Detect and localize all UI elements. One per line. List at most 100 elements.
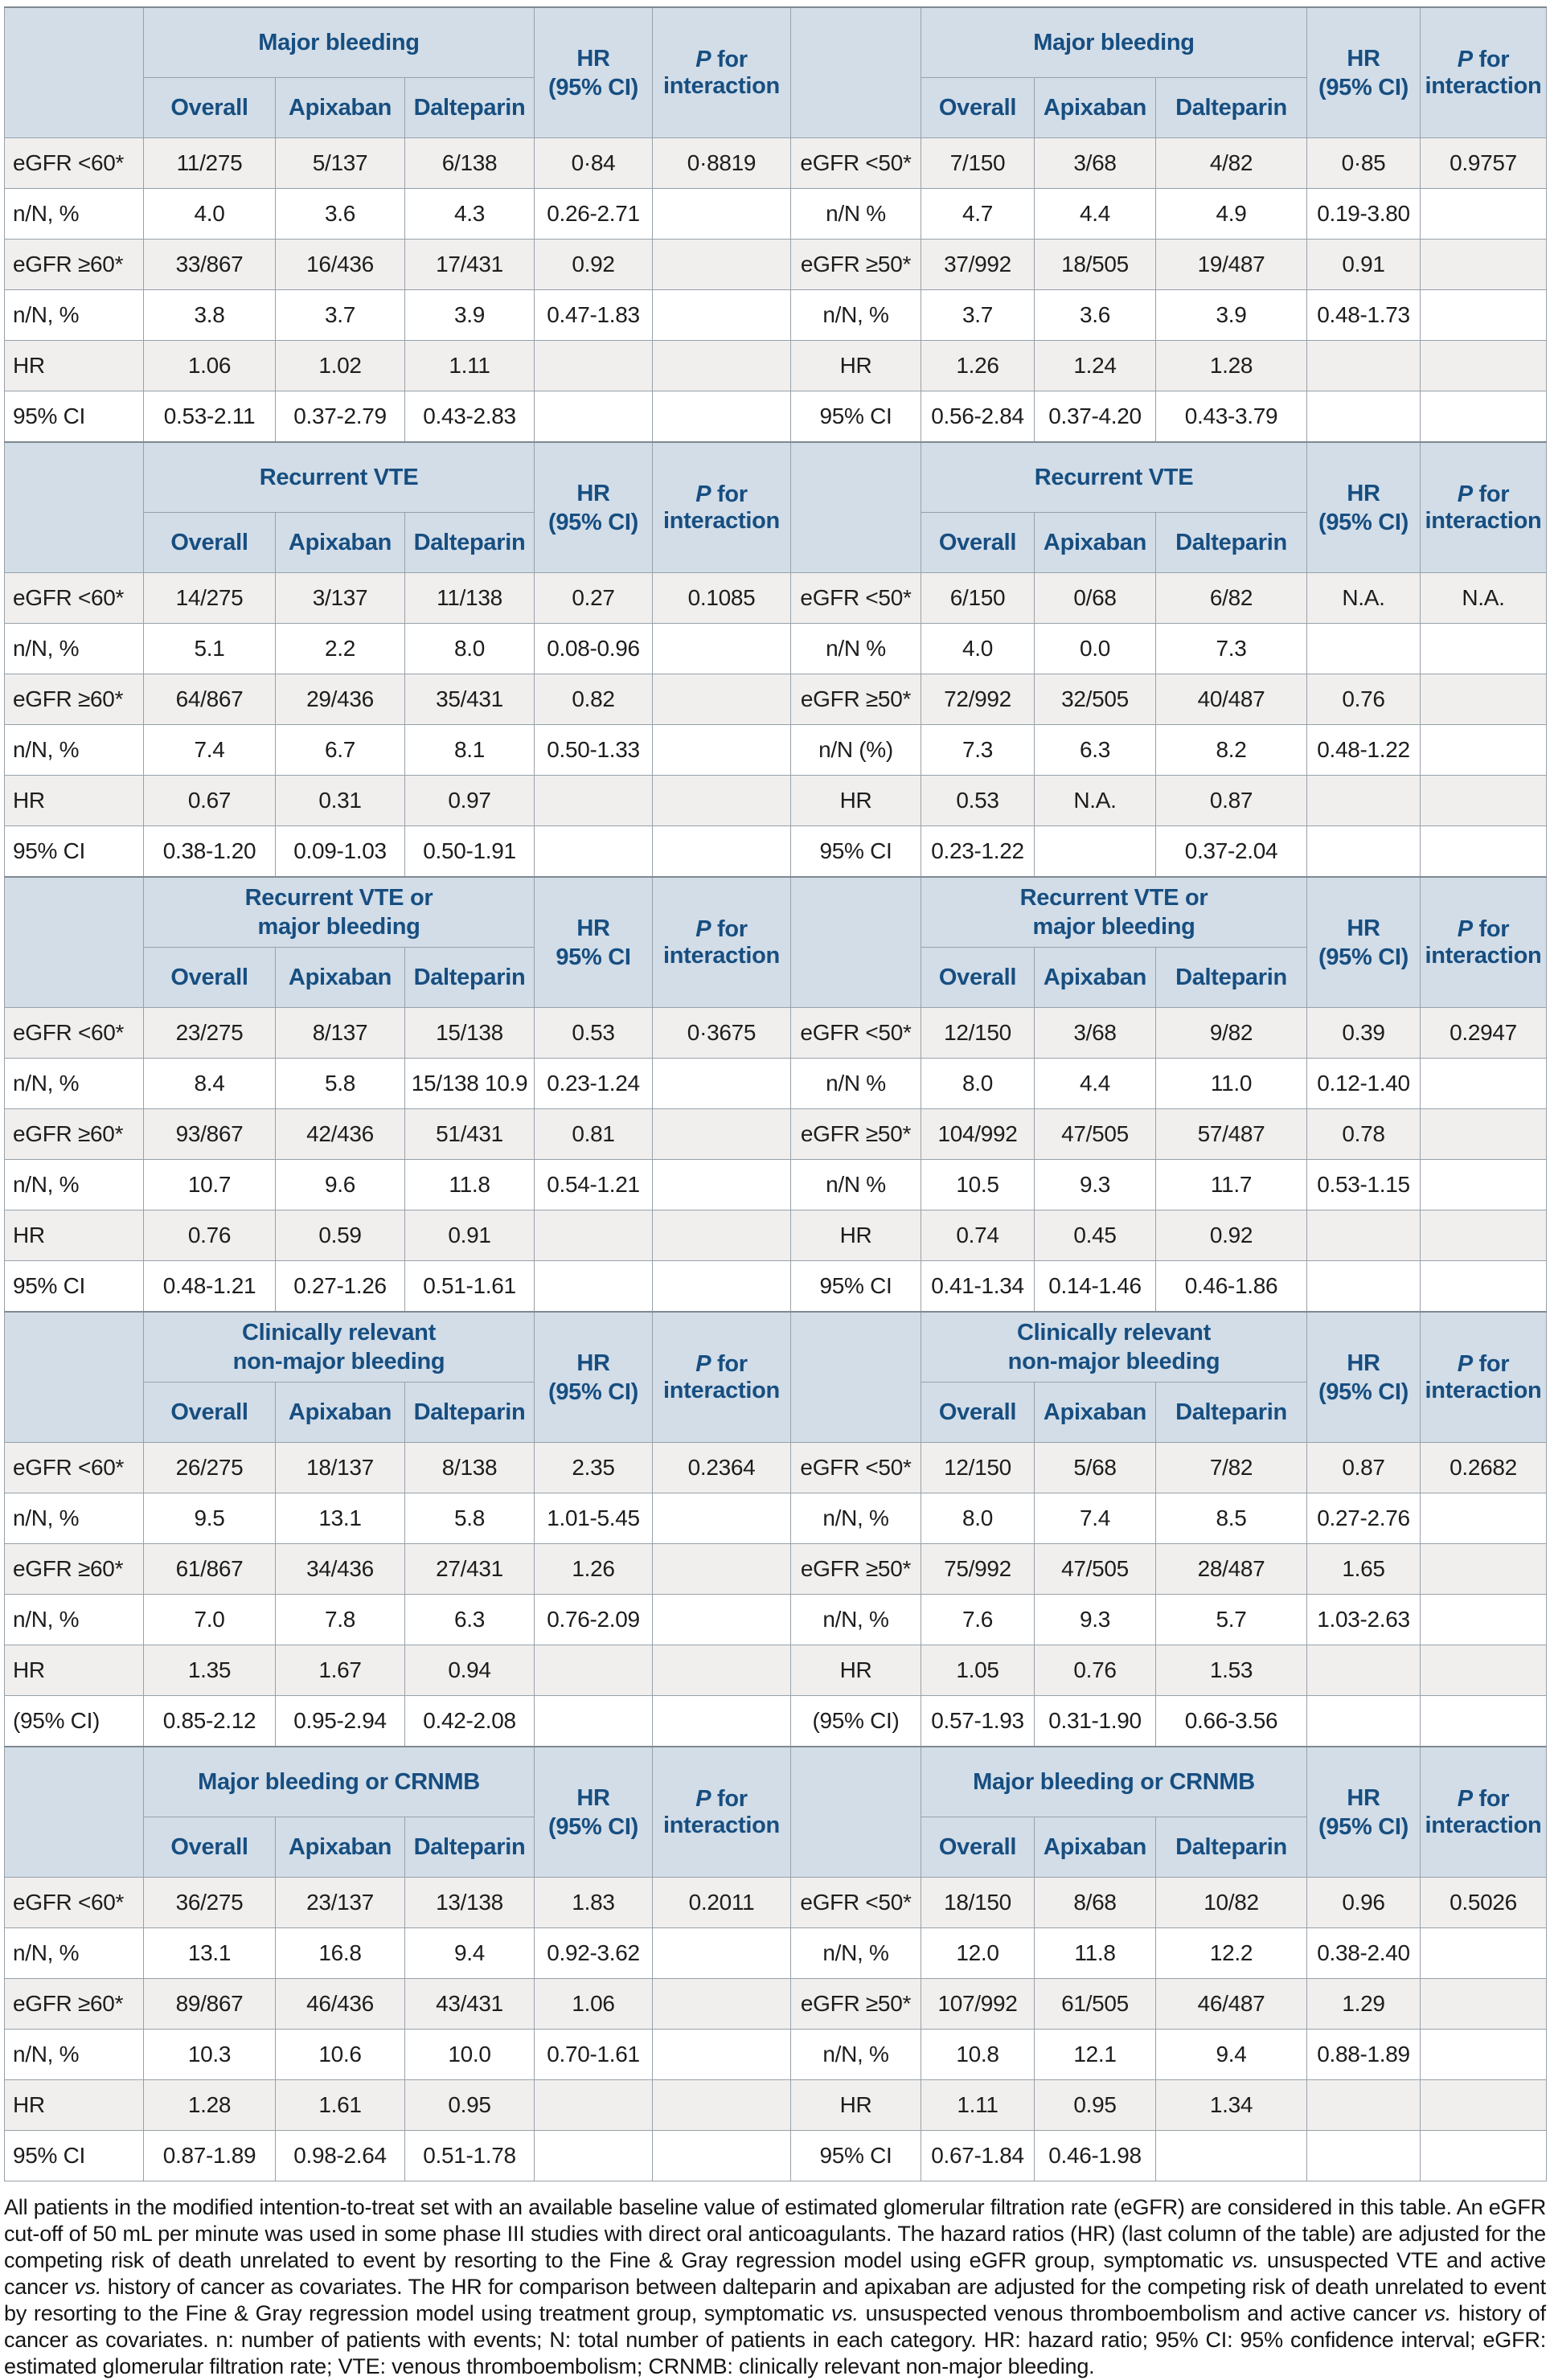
cell-dalteparin: 0.94 (404, 1645, 535, 1696)
cell-hr: 0.08-0.96 (534, 623, 653, 674)
cell-p (1420, 825, 1547, 878)
row-label: eGFR ≥60* (4, 239, 144, 290)
hr-ci-header: HR (95% CI) (1306, 1311, 1421, 1443)
outcome-title-line: major bleeding (1032, 914, 1195, 940)
row-label: eGFR <50* (790, 1007, 921, 1059)
cell-dalteparin: 3.9 (404, 289, 535, 341)
p-italic: P (1457, 46, 1473, 72)
row-label: eGFR ≥60* (4, 674, 144, 725)
cell-p (1420, 2029, 1547, 2080)
cell-dalteparin: 11.0 (1155, 1058, 1307, 1109)
cell-overall: 10.5 (921, 1159, 1035, 1210)
cell-overall: 1.05 (921, 1645, 1035, 1696)
cell-dalteparin: 0.51-1.61 (404, 1260, 535, 1313)
cell-overall: 37/992 (921, 239, 1035, 290)
col-header-apixaban: Apixaban (275, 947, 405, 1008)
cell-overall: 36/275 (143, 1877, 276, 1928)
row-label: 95% CI (4, 2130, 144, 2181)
cell-dalteparin: 7.3 (1155, 623, 1307, 674)
cell-apixaban: 0.31 (275, 775, 405, 826)
cell-p (1420, 1108, 1547, 1160)
cell-apixaban: 8/68 (1034, 1877, 1156, 1928)
cell-hr: 0.87 (1306, 1442, 1421, 1493)
row-label: eGFR <60* (4, 1442, 144, 1493)
cell-p: N.A. (1420, 572, 1547, 624)
row-label: 95% CI (4, 825, 144, 878)
cell-overall: 0.76 (143, 1210, 276, 1261)
cell-hr: 1.26 (534, 1543, 653, 1595)
hr-header-line: HR (1347, 915, 1380, 941)
hr-header-line: HR (576, 480, 610, 506)
cell-overall: 14/275 (143, 572, 276, 624)
cell-hr: 0.53-1.15 (1306, 1159, 1421, 1210)
outcome-title-cell: Clinically relevant non-major bleeding (921, 1311, 1307, 1383)
row-label: eGFR ≥50* (790, 1108, 921, 1160)
cell-dalteparin: 5.7 (1155, 1594, 1307, 1645)
row-label: 95% CI (790, 825, 921, 878)
cell-apixaban: 42/436 (275, 1108, 405, 1160)
cell-dalteparin: 8/138 (404, 1442, 535, 1493)
table-row: eGFR ≥60* 64/867 29/436 35/431 0.82 eGFR ≥50*… (4, 674, 1547, 725)
cell-p: 0.5026 (1420, 1877, 1547, 1928)
cell-apixaban: 1.02 (275, 340, 405, 391)
cell-hr: 0·84 (534, 137, 653, 189)
col-header-apixaban: Apixaban (275, 1382, 405, 1443)
col-header-dalteparin: Dalteparin (404, 77, 535, 138)
cell-apixaban: 11.8 (1034, 1927, 1156, 1979)
row-label: HR (790, 1645, 921, 1696)
row-label: n/N, % (790, 289, 921, 341)
cell-overall: 104/992 (921, 1108, 1035, 1160)
col-header-dalteparin: Dalteparin (1155, 947, 1307, 1008)
cell-apixaban: 0.0 (1034, 623, 1156, 674)
hr-ci-header: HR 95% CI (534, 876, 653, 1008)
cell-overall: 8.4 (143, 1058, 276, 1109)
cell-dalteparin: 19/487 (1155, 239, 1307, 290)
cell-hr (1306, 825, 1421, 878)
cell-hr (1306, 1260, 1421, 1313)
p-rest: for interaction (663, 916, 780, 969)
cell-apixaban: 0/68 (1034, 572, 1156, 624)
row-label: HR (4, 1210, 144, 1261)
outcome-title-line: Recurrent VTE (259, 465, 419, 490)
cell-p (1420, 188, 1547, 240)
cell-apixaban: 5.8 (275, 1058, 405, 1109)
section-0: Major bleeding HR (95% CI) P for interactio… (4, 6, 1547, 443)
cell-apixaban: 10.6 (275, 2029, 405, 2080)
outcome-title-line: Recurrent VTE (1034, 465, 1194, 490)
hr-header-line: (95% CI) (547, 74, 638, 100)
cell-dalteparin: 0.51-1.78 (404, 2130, 535, 2181)
cell-apixaban: 46/436 (275, 1978, 405, 2030)
cell-overall: 89/867 (143, 1978, 276, 2030)
table-row: 95% CI 0.48-1.21 0.27-1.26 0.51-1.61 95% CI 0… (4, 1260, 1547, 1313)
table-row: eGFR <60* 14/275 3/137 11/138 0.27 0.1085 eGFR… (4, 572, 1547, 624)
p-interaction-header: P for interaction (1420, 441, 1547, 573)
outcome-title-line: Recurrent VTE or (1019, 885, 1208, 911)
cell-overall: 10.8 (921, 2029, 1035, 2080)
row-label: n/N % (790, 1159, 921, 1210)
cell-p (652, 1108, 791, 1160)
cell-apixaban: 9.3 (1034, 1159, 1156, 1210)
table-row: 95% CI 0.53-2.11 0.37-2.79 0.43-2.83 95% CI 0… (4, 391, 1547, 443)
p-interaction-header: P for interaction (652, 6, 791, 138)
table-row: n/N, % 5.1 2.2 8.0 0.08-0.96 n/N % 4.0 0.0 7.3 (4, 623, 1547, 674)
cell-apixaban: 3.7 (275, 289, 405, 341)
cell-apixaban: 7.8 (275, 1594, 405, 1645)
cell-p (652, 2079, 791, 2131)
cell-apixaban: 5/137 (275, 137, 405, 189)
p-interaction-header: P for interaction (652, 441, 791, 573)
cell-apixaban: 0.45 (1034, 1210, 1156, 1261)
hr-ci-header: HR (95% CI) (1306, 1746, 1421, 1878)
hr-header-line: HR (1347, 1784, 1380, 1811)
cell-p (1420, 674, 1547, 725)
cell-hr: 1.03-2.63 (1306, 1594, 1421, 1645)
cell-p (652, 1978, 791, 2030)
cell-dalteparin: 0.50-1.91 (404, 825, 535, 878)
cell-overall: 107/992 (921, 1978, 1035, 2030)
table-row: eGFR ≥60* 33/867 16/436 17/431 0.92 eGFR ≥50*… (4, 239, 1547, 290)
p-interaction-header: P for interaction (652, 1311, 791, 1443)
cell-hr: 0.96 (1306, 1877, 1421, 1928)
cell-overall: 12.0 (921, 1927, 1035, 1979)
section-header-row: Major bleeding HR (95% CI) P for interactio… (4, 6, 1547, 138)
cell-overall: 23/275 (143, 1007, 276, 1059)
cell-apixaban: 3/68 (1034, 137, 1156, 189)
